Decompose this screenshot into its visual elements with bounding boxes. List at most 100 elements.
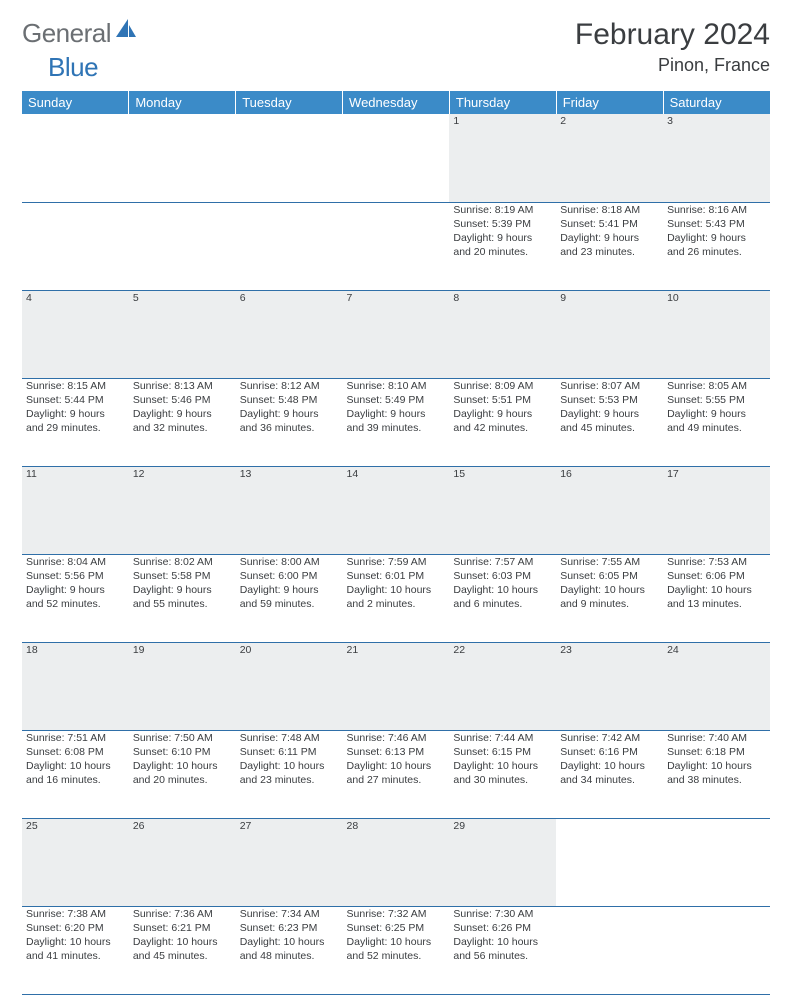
sunset-line: Sunset: 5:51 PM (453, 393, 552, 407)
sunrise-line: Sunrise: 7:55 AM (560, 555, 659, 569)
day-cell: Sunrise: 8:02 AMSunset: 5:58 PMDaylight:… (129, 554, 236, 642)
daylight-line: Daylight: 9 hours (560, 231, 659, 245)
sunrise-line: Sunrise: 7:34 AM (240, 907, 339, 921)
weekday-header: Monday (129, 91, 236, 114)
weekday-header: Sunday (22, 91, 129, 114)
sunrise-line: Sunrise: 7:42 AM (560, 731, 659, 745)
day-cell: Sunrise: 7:36 AMSunset: 6:21 PMDaylight:… (129, 906, 236, 994)
day-cell: Sunrise: 7:53 AMSunset: 6:06 PMDaylight:… (663, 554, 770, 642)
sunset-line: Sunset: 6:25 PM (347, 921, 446, 935)
daylight-line: Daylight: 9 hours (453, 231, 552, 245)
title-block: February 2024 Pinon, France (575, 18, 770, 76)
sunrise-line: Sunrise: 7:38 AM (26, 907, 125, 921)
daylight-line2: and 23 minutes. (240, 773, 339, 787)
sunset-line: Sunset: 6:15 PM (453, 745, 552, 759)
day-cell: Sunrise: 8:09 AMSunset: 5:51 PMDaylight:… (449, 378, 556, 466)
sunset-line: Sunset: 6:10 PM (133, 745, 232, 759)
sunset-line: Sunset: 5:48 PM (240, 393, 339, 407)
day-number: 25 (22, 818, 129, 906)
day-number: 7 (343, 290, 450, 378)
day-cell: Sunrise: 7:46 AMSunset: 6:13 PMDaylight:… (343, 730, 450, 818)
daylight-line: Daylight: 9 hours (667, 407, 766, 421)
day-number: 18 (22, 642, 129, 730)
day-number: 9 (556, 290, 663, 378)
empty-cell (556, 906, 663, 994)
daylight-line2: and 29 minutes. (26, 421, 125, 435)
daylight-line: Daylight: 9 hours (560, 407, 659, 421)
daylight-line2: and 20 minutes. (133, 773, 232, 787)
daylight-line2: and 52 minutes. (347, 949, 446, 963)
sunrise-line: Sunrise: 8:04 AM (26, 555, 125, 569)
daylight-line2: and 48 minutes. (240, 949, 339, 963)
daylight-line: Daylight: 9 hours (347, 407, 446, 421)
day-number: 21 (343, 642, 450, 730)
sunset-line: Sunset: 6:11 PM (240, 745, 339, 759)
day-cell: Sunrise: 7:50 AMSunset: 6:10 PMDaylight:… (129, 730, 236, 818)
day-cell: Sunrise: 7:59 AMSunset: 6:01 PMDaylight:… (343, 554, 450, 642)
day-cell: Sunrise: 7:57 AMSunset: 6:03 PMDaylight:… (449, 554, 556, 642)
daylight-line2: and 42 minutes. (453, 421, 552, 435)
daylight-line2: and 45 minutes. (133, 949, 232, 963)
weekday-header-row: Sunday Monday Tuesday Wednesday Thursday… (22, 91, 770, 114)
logo-text-general: General (22, 18, 111, 49)
empty-cell (343, 114, 450, 202)
day-cell: Sunrise: 8:12 AMSunset: 5:48 PMDaylight:… (236, 378, 343, 466)
daylight-line: Daylight: 10 hours (453, 583, 552, 597)
sunset-line: Sunset: 5:41 PM (560, 217, 659, 231)
sunrise-line: Sunrise: 8:18 AM (560, 203, 659, 217)
sunrise-line: Sunrise: 8:00 AM (240, 555, 339, 569)
daylight-line: Daylight: 9 hours (240, 407, 339, 421)
daylight-line2: and 55 minutes. (133, 597, 232, 611)
day-cell: Sunrise: 7:48 AMSunset: 6:11 PMDaylight:… (236, 730, 343, 818)
page-title: February 2024 (575, 18, 770, 51)
sunset-line: Sunset: 5:56 PM (26, 569, 125, 583)
daylight-line: Daylight: 10 hours (26, 935, 125, 949)
empty-cell (556, 818, 663, 906)
day-number: 16 (556, 466, 663, 554)
sunrise-line: Sunrise: 8:02 AM (133, 555, 232, 569)
logo-sail-icon (114, 17, 138, 44)
sunset-line: Sunset: 5:43 PM (667, 217, 766, 231)
day-number: 11 (22, 466, 129, 554)
daylight-line: Daylight: 9 hours (667, 231, 766, 245)
sunset-line: Sunset: 6:08 PM (26, 745, 125, 759)
day-cell: Sunrise: 8:10 AMSunset: 5:49 PMDaylight:… (343, 378, 450, 466)
sunset-line: Sunset: 5:55 PM (667, 393, 766, 407)
daylight-line2: and 39 minutes. (347, 421, 446, 435)
day-number: 26 (129, 818, 236, 906)
sunset-line: Sunset: 5:39 PM (453, 217, 552, 231)
weekday-header: Tuesday (236, 91, 343, 114)
sunset-line: Sunset: 5:58 PM (133, 569, 232, 583)
day-cell: Sunrise: 7:51 AMSunset: 6:08 PMDaylight:… (22, 730, 129, 818)
sunset-line: Sunset: 6:13 PM (347, 745, 446, 759)
details-row: Sunrise: 8:15 AMSunset: 5:44 PMDaylight:… (22, 378, 770, 466)
day-number: 28 (343, 818, 450, 906)
daylight-line: Daylight: 10 hours (453, 759, 552, 773)
day-cell: Sunrise: 8:16 AMSunset: 5:43 PMDaylight:… (663, 202, 770, 290)
day-number: 2 (556, 114, 663, 202)
sunrise-line: Sunrise: 8:16 AM (667, 203, 766, 217)
daylight-line: Daylight: 10 hours (667, 583, 766, 597)
empty-cell (663, 818, 770, 906)
daylight-line: Daylight: 10 hours (26, 759, 125, 773)
daylight-line: Daylight: 10 hours (347, 759, 446, 773)
sunset-line: Sunset: 6:21 PM (133, 921, 232, 935)
daylight-line: Daylight: 10 hours (240, 935, 339, 949)
day-number: 23 (556, 642, 663, 730)
day-number: 5 (129, 290, 236, 378)
empty-cell (129, 202, 236, 290)
calendar-table: Sunday Monday Tuesday Wednesday Thursday… (22, 91, 770, 995)
empty-cell (129, 114, 236, 202)
daylight-line2: and 59 minutes. (240, 597, 339, 611)
daylight-line2: and 26 minutes. (667, 245, 766, 259)
day-number: 10 (663, 290, 770, 378)
sunset-line: Sunset: 6:20 PM (26, 921, 125, 935)
day-cell: Sunrise: 8:19 AMSunset: 5:39 PMDaylight:… (449, 202, 556, 290)
day-cell: Sunrise: 7:34 AMSunset: 6:23 PMDaylight:… (236, 906, 343, 994)
daynum-row: 123 (22, 114, 770, 202)
sunset-line: Sunset: 5:53 PM (560, 393, 659, 407)
day-number: 24 (663, 642, 770, 730)
daylight-line: Daylight: 9 hours (240, 583, 339, 597)
day-number: 12 (129, 466, 236, 554)
daylight-line2: and 6 minutes. (453, 597, 552, 611)
